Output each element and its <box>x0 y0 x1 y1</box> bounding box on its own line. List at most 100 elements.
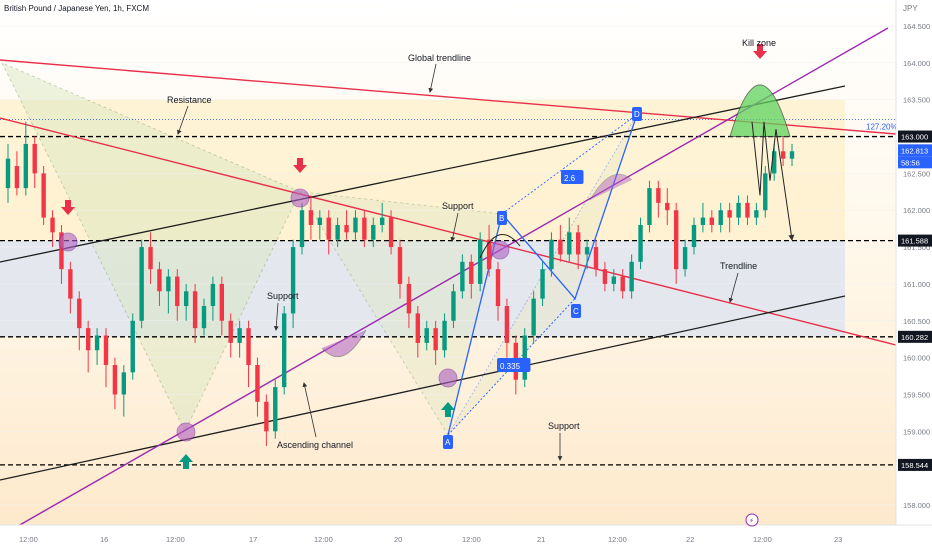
channel-lower-line <box>0 295 846 481</box>
pattern-point-badge <box>632 107 642 121</box>
candle-body <box>112 364 118 395</box>
candle-body <box>344 224 349 233</box>
x-tick-label: 21 <box>537 535 545 544</box>
annotation-kill-zone: Kill zone <box>742 38 776 48</box>
candle-body <box>14 166 20 189</box>
price-label-box <box>898 234 932 247</box>
candle-body <box>763 173 768 211</box>
candle-body <box>281 313 287 388</box>
x-tick-label: 20 <box>394 535 402 544</box>
candle-body <box>558 239 563 255</box>
pattern-point-label: A <box>445 438 451 447</box>
candle-body <box>602 269 608 284</box>
candle-body <box>68 269 73 299</box>
candle-body <box>139 247 144 321</box>
annotation-resistance: Resistance <box>167 95 212 105</box>
channel-upper-line <box>0 85 846 263</box>
touch-point-circle <box>290 188 310 208</box>
candle-body <box>219 283 225 321</box>
candle-body <box>442 320 447 351</box>
candle-body <box>709 217 715 225</box>
candle-body <box>5 158 11 189</box>
candle-body <box>192 291 198 329</box>
y-tick-label: 160.000 <box>903 354 930 363</box>
candle-body <box>789 151 795 159</box>
candle-body <box>317 217 323 225</box>
candle-body <box>549 239 554 270</box>
candle-body <box>584 247 590 255</box>
candle-body <box>522 335 527 380</box>
x-axis-panel <box>0 525 932 550</box>
y-tick-label: 161.500 <box>903 243 930 252</box>
sell-marker-icon <box>61 200 75 215</box>
candle-body <box>121 372 127 395</box>
candle-body <box>691 224 697 248</box>
y-tick-label: 164.000 <box>903 59 930 68</box>
candle-body <box>371 224 376 240</box>
candle-body <box>718 210 723 225</box>
candle-body <box>255 364 260 402</box>
buy-marker-icon <box>441 402 455 417</box>
candle-body <box>201 306 207 329</box>
x-tick-label: 17 <box>249 535 257 544</box>
price-label-box <box>898 330 932 343</box>
touch-point-circle <box>176 422 196 442</box>
sell-marker-icon <box>293 158 307 173</box>
ratio-badge <box>561 170 584 184</box>
upper-zone <box>0 99 845 241</box>
candle-body <box>700 217 706 225</box>
candle-body <box>50 217 55 233</box>
symbol-title[interactable]: British Pound / Japanese Yen, 1h, FXCM <box>4 4 149 13</box>
top-arc <box>479 234 521 259</box>
x-tick-label: 12:00 <box>608 535 627 544</box>
pattern-point-label: B <box>499 214 504 223</box>
ratio-badge <box>497 358 531 372</box>
candle-body <box>647 188 652 225</box>
candle-body <box>495 269 501 307</box>
event-icon <box>745 513 759 527</box>
annotation-support-mid: Support <box>442 201 474 211</box>
candle-body <box>326 217 331 240</box>
candle-body <box>754 210 759 218</box>
candle-body <box>656 188 661 203</box>
candle-body <box>246 328 251 365</box>
y-axis-panel <box>896 0 932 550</box>
pattern-point-label: C <box>573 307 579 316</box>
price-label-box <box>898 156 932 169</box>
candle-body <box>264 401 269 432</box>
y-tick-label: 162.500 <box>903 169 930 178</box>
candle-body <box>273 387 278 432</box>
y-tick-label: 163.500 <box>903 96 930 105</box>
descending-trendline <box>0 117 897 346</box>
pattern-point-badge <box>443 435 453 449</box>
price-label-box <box>898 130 932 143</box>
candle-body <box>424 328 429 343</box>
annotation-arrow <box>450 212 459 242</box>
arc-right <box>589 173 633 201</box>
candle-body <box>469 261 474 284</box>
ratio-label: 2.6 <box>564 174 576 183</box>
annotation-arrow <box>428 63 437 93</box>
y-tick-label: 161.000 <box>903 280 930 289</box>
candle-body <box>665 202 670 211</box>
candle-body <box>504 306 510 343</box>
candle-body <box>388 217 394 248</box>
candle-body <box>727 210 732 218</box>
touch-point-circle <box>58 232 78 252</box>
candle-body <box>540 269 545 299</box>
x-tick-label: 12:00 <box>19 535 38 544</box>
candle-body <box>433 328 438 351</box>
annotation-arrow <box>177 105 189 135</box>
touch-point-circle <box>490 240 510 260</box>
pattern-point-badge <box>497 211 507 225</box>
candle-body <box>299 210 305 248</box>
annotation-arrow <box>302 382 317 438</box>
candle-body <box>130 320 135 373</box>
price-label: 158.544 <box>901 461 928 470</box>
y-tick-label: 162.000 <box>903 206 930 215</box>
y-tick-label: 164.500 <box>903 22 930 31</box>
support-arc <box>321 329 367 358</box>
price-label: 163.000 <box>901 133 928 142</box>
